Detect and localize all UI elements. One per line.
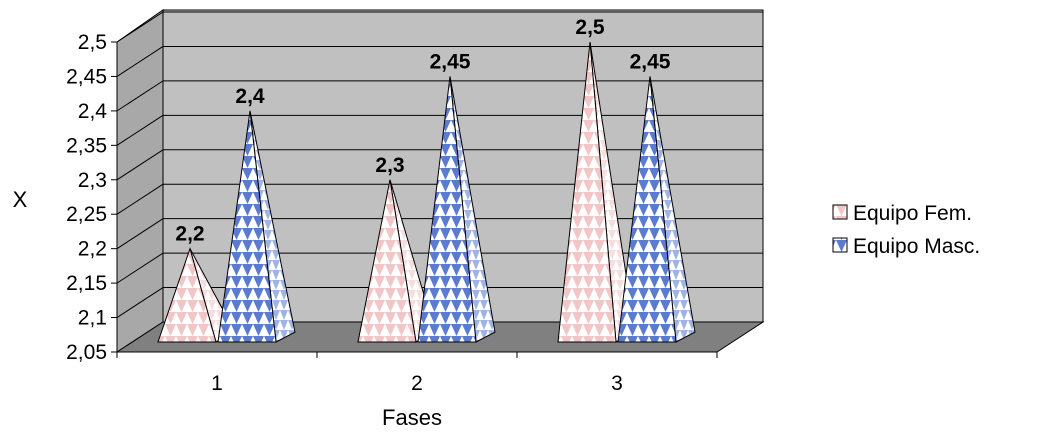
y-tick-label: 2,45 bbox=[66, 65, 107, 88]
y-tick-label: 2,3 bbox=[78, 169, 107, 192]
y-axis-title: X bbox=[13, 187, 28, 212]
data-label: 2,3 bbox=[375, 154, 404, 177]
y-tick-label: 2,35 bbox=[66, 134, 107, 157]
side-gridline bbox=[116, 252, 164, 284]
side-gridline bbox=[116, 287, 164, 318]
legend-label-fem: Equipo Fem. bbox=[853, 202, 972, 225]
y-tick-label: 2,25 bbox=[66, 203, 107, 226]
data-label: 2,2 bbox=[175, 223, 204, 246]
side-gridline bbox=[116, 218, 164, 250]
side-gridline bbox=[116, 183, 164, 215]
data-label: 2,4 bbox=[235, 85, 265, 108]
side-gridline bbox=[116, 80, 164, 112]
y-tick-label: 2,1 bbox=[78, 307, 107, 330]
legend: Equipo Fem. Equipo Masc. bbox=[826, 196, 1039, 268]
y-tick-label: 2,15 bbox=[66, 272, 107, 295]
x-tick-label: 2 bbox=[411, 372, 423, 395]
y-tick-label: 2,4 bbox=[78, 100, 108, 123]
side-gridline bbox=[116, 114, 164, 146]
x-axis-ticks: 1 2 3 bbox=[116, 352, 718, 395]
x-tick-label: 1 bbox=[211, 372, 223, 395]
pyramid-masc-fase-2 bbox=[417, 76, 496, 343]
y-tick-label: 2,05 bbox=[66, 341, 107, 364]
side-gridline bbox=[116, 46, 164, 77]
x-axis-title: Fases bbox=[382, 405, 442, 430]
legend-box bbox=[826, 196, 1039, 268]
y-axis-ticks: 2,05 2,1 2,15 2,2 2,25 2,3 2,35 2,4 2,45 2,5 bbox=[66, 31, 117, 364]
legend-label-masc: Equipo Masc. bbox=[853, 235, 980, 258]
side-gridline bbox=[116, 11, 164, 43]
pyramid-masc-fase-1 bbox=[217, 110, 296, 343]
side-gridline bbox=[116, 149, 164, 181]
pyramid-front-face bbox=[157, 246, 217, 343]
pyramid-front-face bbox=[617, 76, 677, 343]
pyramid-fem-fase-3 bbox=[557, 41, 636, 343]
data-label: 2,5 bbox=[575, 16, 605, 39]
pyramid-front-face bbox=[217, 110, 277, 343]
legend-swatch-masc bbox=[832, 237, 848, 253]
x-tick-label: 3 bbox=[611, 372, 623, 395]
legend-swatch-fem bbox=[832, 204, 848, 220]
y-tick-label: 2,2 bbox=[78, 238, 107, 261]
y-tick-label: 2,5 bbox=[78, 31, 107, 54]
pyramid-front-face bbox=[357, 179, 417, 343]
pyramid-front-face bbox=[557, 41, 617, 343]
pyramid-front-face bbox=[417, 76, 477, 343]
pyramid-masc-fase-3 bbox=[617, 76, 696, 343]
data-labels: 2,2 2,3 2,5 2,4 2,45 2,45 bbox=[175, 16, 670, 246]
pyramids bbox=[157, 41, 696, 343]
data-label: 2,45 bbox=[430, 50, 471, 73]
data-label: 2,45 bbox=[630, 50, 671, 73]
